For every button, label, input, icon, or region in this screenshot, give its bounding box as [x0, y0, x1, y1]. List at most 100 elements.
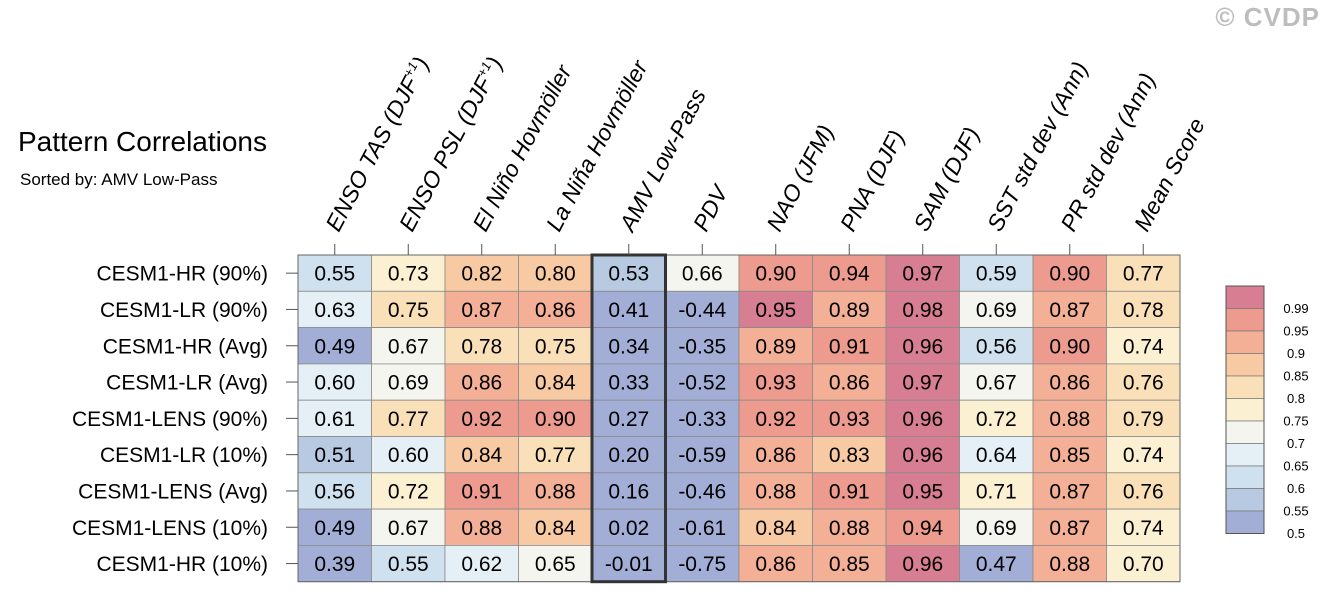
colorbar-swatch [1225, 330, 1265, 354]
heatmap-cell [959, 545, 1034, 583]
cell-value: 0.76 [1123, 480, 1164, 503]
heatmap-cell [518, 472, 593, 510]
chart-title: Pattern Correlations [18, 126, 268, 157]
heatmap-cell [591, 290, 666, 328]
cell-value: 0.83 [829, 444, 870, 467]
heatmap-cell [885, 327, 960, 365]
heatmap-cell [885, 290, 960, 328]
cell-value: 0.92 [755, 408, 796, 431]
column-label: Mean Score [1129, 114, 1210, 236]
heatmap-cell [959, 363, 1034, 401]
row-label: CESM1-LENS (90%) [72, 408, 268, 431]
heatmap-cell [297, 290, 372, 328]
cell-value: 0.97 [902, 263, 943, 286]
cell-value: 0.87 [1049, 299, 1090, 322]
cell-value: 0.78 [461, 335, 502, 358]
cell-value: 0.67 [388, 335, 429, 358]
heatmap-cell [591, 472, 666, 510]
cell-value: 0.87 [1049, 480, 1090, 503]
heatmap-cell [959, 327, 1034, 365]
cell-value: 0.86 [829, 372, 870, 395]
cell-value: 0.84 [535, 372, 576, 395]
cell-value: 0.20 [608, 444, 649, 467]
heatmap-cell [885, 472, 960, 510]
column-label: PDV [688, 179, 734, 235]
cell-value: -0.35 [678, 335, 726, 358]
heatmap-cell [297, 327, 372, 365]
row-label: CESM1-HR (90%) [96, 263, 268, 286]
column-label: SAM (DJF) [908, 123, 984, 236]
colorbar-label: 0.75 [1283, 414, 1308, 429]
heatmap-cell [591, 436, 666, 474]
colorbar-label: 0.7 [1287, 436, 1305, 451]
heatmap-cell [1032, 399, 1107, 437]
cell-value: 0.63 [314, 299, 355, 322]
cell-value: -0.61 [678, 517, 726, 540]
colorbar-swatch [1225, 420, 1265, 444]
heatmap-cell [518, 508, 593, 546]
heatmap-cell [738, 363, 813, 401]
chart-subtitle: Sorted by: AMV Low-Pass [20, 170, 218, 189]
cell-value: 0.55 [314, 263, 355, 286]
cell-value: 0.73 [388, 263, 429, 286]
cell-value: 0.74 [1123, 335, 1164, 358]
cell-value: 0.91 [461, 480, 502, 503]
cell-value: 0.95 [902, 480, 943, 503]
cell-value: 0.88 [1049, 408, 1090, 431]
heatmap-cell [959, 399, 1034, 437]
heatmap-cell [665, 545, 740, 583]
cell-value: 0.02 [608, 517, 649, 540]
cell-value: 0.56 [314, 480, 355, 503]
heatmap-cell [665, 399, 740, 437]
column-label: NAO (JFM) [761, 120, 839, 235]
cell-value: 0.94 [902, 517, 943, 540]
cell-value: 0.98 [902, 299, 943, 322]
column-labels: ENSO TAS (DJF+1)ENSO PSL (DJF+1)El Niño … [320, 52, 1210, 255]
cell-value: 0.77 [535, 444, 576, 467]
row-label: CESM1-LENS (10%) [72, 517, 268, 540]
heatmap-cell [665, 363, 740, 401]
colorbar-label: 0.6 [1287, 481, 1305, 496]
cell-value: 0.62 [461, 553, 502, 576]
cell-value: 0.79 [1123, 408, 1164, 431]
cell-value: 0.65 [535, 553, 576, 576]
heatmap-cell [959, 508, 1034, 546]
cell-value: 0.87 [1049, 517, 1090, 540]
heatmap-cell [371, 363, 446, 401]
row-label: CESM1-LR (10%) [100, 444, 268, 467]
cell-value: 0.97 [902, 372, 943, 395]
heatmap-cell [518, 399, 593, 437]
heatmap-cell [959, 472, 1034, 510]
cell-value: 0.88 [755, 480, 796, 503]
cell-value: 0.84 [755, 517, 796, 540]
colorbar-label: 0.9 [1287, 346, 1305, 361]
cell-value: -0.59 [678, 444, 726, 467]
row-label: CESM1-HR (Avg) [103, 335, 268, 358]
cell-value: 0.71 [976, 480, 1017, 503]
heatmap-cell [1032, 290, 1107, 328]
cell-value: 0.96 [902, 444, 943, 467]
cell-value: 0.91 [829, 480, 870, 503]
heatmap-cell [1106, 399, 1181, 437]
heatmap-cell [1106, 254, 1181, 292]
heatmap-cell [444, 363, 519, 401]
heatmap-cell [444, 327, 519, 365]
cell-value: 0.70 [1123, 553, 1164, 576]
cell-value: 0.34 [608, 335, 649, 358]
cell-value: 0.93 [829, 408, 870, 431]
cell-value: 0.96 [902, 408, 943, 431]
colorbar-label: 0.99 [1283, 301, 1308, 316]
cell-value: 0.69 [976, 299, 1017, 322]
heatmap-cell [518, 545, 593, 583]
cell-value: 0.27 [608, 408, 649, 431]
cell-value: 0.88 [829, 517, 870, 540]
colorbar-legend: 0.99 0.95 0.9 0.85 0.8 0.75 0.7 0.65 0.6 0.55 0.5 [1225, 285, 1309, 541]
cell-value: 0.90 [535, 408, 576, 431]
cell-value: 0.41 [608, 299, 649, 322]
row-label: CESM1-LENS (Avg) [78, 480, 268, 503]
cell-value: 0.96 [902, 335, 943, 358]
cell-value: 0.16 [608, 480, 649, 503]
cell-value: 0.33 [608, 372, 649, 395]
heatmap-cell [959, 436, 1034, 474]
cell-value: 0.60 [388, 444, 429, 467]
